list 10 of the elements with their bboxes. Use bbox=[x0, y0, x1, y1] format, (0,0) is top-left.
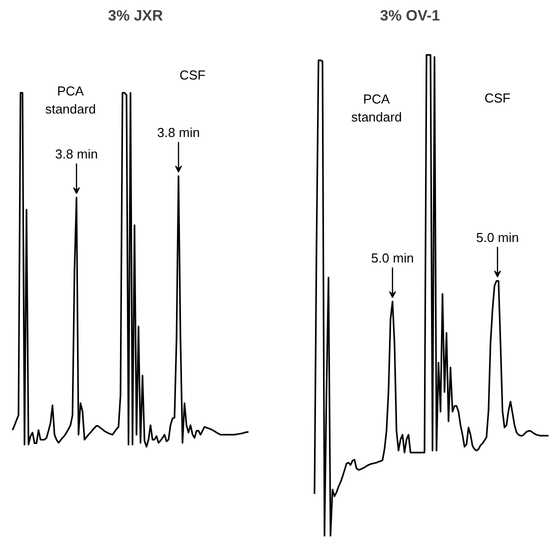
annotation: 3.8 min bbox=[55, 146, 98, 162]
chart-title: 3% JXR bbox=[108, 8, 164, 24]
annotation: 5.0 min bbox=[371, 250, 414, 266]
annotation: CSF bbox=[484, 90, 511, 106]
text: CSF bbox=[180, 68, 206, 83]
chart-title: 3% OV-1 bbox=[380, 8, 440, 24]
annotation: 3.8 min bbox=[157, 125, 200, 140]
annotation: PCA standard bbox=[45, 83, 96, 116]
annotation: PCA standard bbox=[351, 91, 402, 124]
annotation: 5.0 min bbox=[476, 230, 519, 245]
